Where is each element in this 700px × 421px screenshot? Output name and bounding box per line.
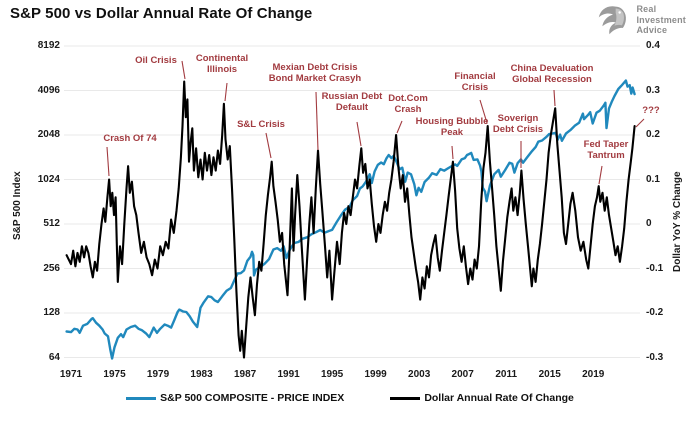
dot-com-crash-annotation-line: Crash: [394, 104, 422, 116]
left-axis-tick: 2048: [37, 129, 60, 140]
x-axis-tick: 1995: [320, 369, 344, 380]
x-axis-tick: 2003: [408, 369, 431, 380]
brand-line-3: Advice: [636, 25, 668, 36]
brand-line-1: Real: [636, 4, 657, 15]
oil-crisis-annotation: Oil Crisis: [135, 55, 177, 66]
question-marks-leader-line: [635, 118, 645, 128]
brand-name: Real Investment Advice: [636, 4, 686, 35]
sp500-line-swatch: [126, 396, 157, 400]
russian-debt-default-annotation-line: Russian Debt: [321, 91, 383, 102]
china-devaluation-annotation-line: Global Recession: [512, 74, 592, 86]
question-marks-annotation-line: ???: [642, 105, 660, 116]
housing-bubble-peak-leader-line: [451, 145, 454, 160]
mexican-debt-crisis-annotation: Mexian Debt Crisis Bond Market Crasyh: [269, 62, 361, 85]
right-axis-tick: -0.2: [646, 307, 664, 318]
crash-of-74-leader-line: [106, 146, 110, 177]
dot-com-crash-leader-line: [396, 120, 403, 134]
right-axis-tick: -0.3: [646, 351, 664, 363]
eagle-icon: [595, 4, 631, 36]
right-axis-tick: 0: [646, 218, 652, 229]
sovereign-debt-crisis-annotation-line: Debt Crisis: [492, 124, 544, 136]
dollar-line-swatch: [390, 396, 421, 400]
sovereign-debt-crisis-annotation: Soverign Debt Crisis: [493, 113, 543, 136]
left-axis-tick: 128: [43, 307, 60, 318]
financial-crisis-annotation-line: Crisis: [461, 82, 489, 94]
brand-line-2: Investment: [636, 14, 686, 25]
right-axis-tick: 0.3: [646, 84, 660, 96]
financial-crisis-annotation-line: Financial: [454, 71, 496, 82]
brand-logo: Real Investment Advice: [595, 4, 686, 36]
x-axis-tick: 1991: [277, 369, 300, 380]
x-axis-tick: 2015: [538, 369, 561, 380]
housing-bubble-peak-annotation-line: Peak: [440, 127, 464, 139]
mexican-debt-crisis-leader-line: [315, 91, 319, 151]
china-devaluation-annotation-line: China Devaluation: [510, 63, 594, 74]
dot-com-crash-annotation-line: Dot.Com: [388, 93, 428, 104]
fed-taper-tantrum-leader-line: [598, 165, 603, 185]
sp500-series-line: [65, 79, 636, 360]
oil-crisis-annotation-line: Oil Crisis: [135, 55, 177, 66]
left-axis-tick: 512: [43, 218, 60, 229]
left-axis-tick: 4096: [37, 84, 60, 96]
mexican-debt-crisis-annotation-line: Mexian Debt Crisis: [272, 62, 358, 73]
right-axis-tick: 0.2: [646, 129, 660, 140]
continental-illinois-annotation-line: Continental: [195, 53, 249, 64]
x-axis-tick: 1987: [233, 369, 257, 380]
x-axis-tick: 2019: [582, 369, 605, 380]
russian-debt-default-annotation: Russian Debt Default: [322, 91, 383, 114]
financial-crisis-leader-line: [479, 99, 488, 124]
left-axis-title: S&P 500 Index: [12, 171, 23, 240]
crash-of-74-annotation: Crash Of 74: [103, 133, 156, 144]
left-axis-tick: 64: [48, 351, 60, 363]
housing-bubble-peak-annotation-line: Housing Bubble: [415, 116, 489, 127]
legend-item-dollar: Dollar Annual Rate Of Change: [390, 392, 574, 404]
sovereign-debt-crisis-annotation-line: Soverign: [497, 113, 539, 124]
question-marks-annotation: ???: [642, 105, 659, 116]
right-axis-tick: -0.1: [646, 262, 664, 274]
dot-com-crash-annotation: Dot.Com Crash: [388, 93, 428, 116]
fed-taper-tantrum-annotation-line: Tantrum: [587, 150, 625, 162]
housing-bubble-peak-annotation: Housing Bubble Peak: [416, 116, 489, 139]
continental-illinois-annotation-line: Illinois: [206, 64, 238, 76]
x-axis-tick: 1999: [364, 369, 387, 380]
left-axis-tick: 256: [43, 262, 60, 274]
oil-crisis-leader-line: [181, 60, 186, 80]
legend-item-sp500: S&P 500 COMPOSITE - PRICE INDEX: [126, 392, 344, 404]
sl-crisis-annotation: S&L Crisis: [237, 119, 285, 130]
china-devaluation-leader-line: [553, 89, 556, 107]
mexican-debt-crisis-annotation-line: Bond Market Crasyh: [268, 73, 362, 85]
x-axis-tick: 2011: [495, 369, 518, 380]
crash-of-74-annotation-line: Crash Of 74: [103, 133, 157, 144]
fed-taper-tantrum-annotation-line: Fed Taper: [583, 139, 629, 150]
continental-illinois-annotation: Continental Illinois: [196, 53, 248, 76]
x-axis-tick: 1983: [190, 369, 213, 380]
china-devaluation-annotation: China Devaluation Global Recession: [511, 63, 594, 86]
sl-crisis-annotation-line: S&L Crisis: [237, 119, 285, 130]
financial-crisis-annotation: Financial Crisis: [454, 71, 495, 94]
x-axis-tick: 2007: [451, 369, 474, 380]
right-axis-tick: 0.4: [646, 40, 660, 51]
sl-crisis-leader-line: [265, 132, 272, 159]
left-axis-tick: 8192: [37, 40, 60, 51]
continental-illinois-leader-line: [224, 82, 228, 102]
russian-debt-default-annotation-line: Default: [335, 102, 369, 114]
x-axis-tick: 1971: [59, 369, 83, 380]
right-axis-title: Dollar YoY % Change: [672, 171, 683, 272]
x-axis-tick: 1975: [103, 369, 126, 380]
x-axis-tick: 1979: [146, 369, 170, 380]
russian-debt-default-leader-line: [356, 121, 362, 147]
chart-legend: S&P 500 COMPOSITE - PRICE INDEX Dollar A…: [0, 392, 700, 404]
fed-taper-tantrum-annotation: Fed Taper Tantrum: [584, 139, 629, 162]
legend-label-dollar: Dollar Annual Rate Of Change: [424, 392, 574, 404]
right-axis-tick: 0.1: [646, 173, 660, 185]
dollar-series-line: [65, 80, 636, 359]
page-title: S&P 500 vs Dollar Annual Rate Of Change: [10, 5, 313, 22]
left-axis-tick: 1024: [37, 173, 60, 185]
legend-label-sp500: S&P 500 COMPOSITE - PRICE INDEX: [160, 392, 345, 404]
